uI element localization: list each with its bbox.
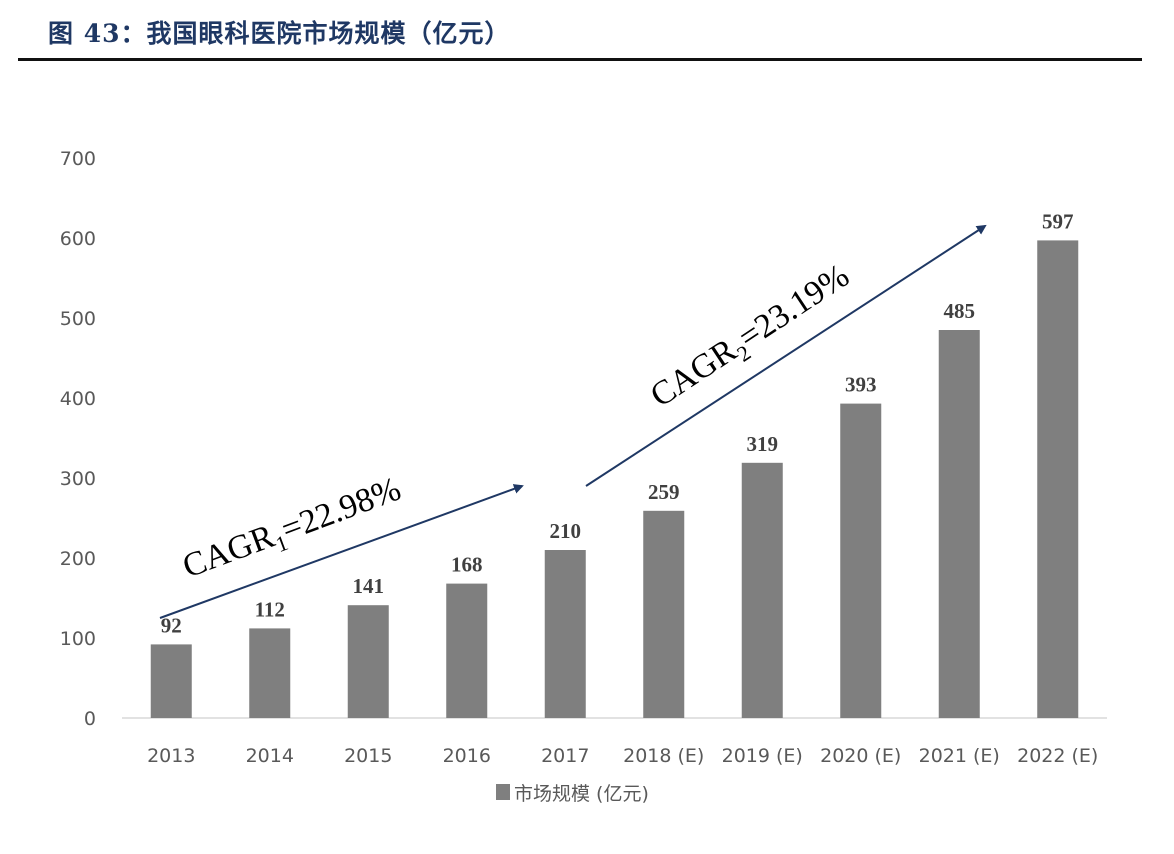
bar bbox=[544, 550, 586, 718]
legend: 市场规模 (亿元) bbox=[496, 783, 649, 805]
x-tick-label: 2013 bbox=[147, 745, 195, 767]
data-label: 393 bbox=[845, 373, 877, 397]
figure-title: 图 43：我国眼科医院市场规模（亿元） bbox=[48, 19, 511, 48]
data-label: 112 bbox=[255, 597, 285, 621]
bar bbox=[1037, 240, 1079, 718]
data-label: 210 bbox=[550, 519, 582, 543]
cagr-label: CAGR1=22.98% bbox=[178, 470, 408, 590]
x-tick-label: 2022 (E) bbox=[1017, 745, 1098, 767]
data-label: 597 bbox=[1042, 209, 1074, 233]
x-tick-label: 2020 (E) bbox=[820, 745, 901, 767]
y-axis: 0 100 200 300 400 500 600 700 bbox=[60, 148, 96, 730]
y-tick-label: 300 bbox=[60, 468, 96, 490]
x-tick-label: 2017 bbox=[541, 745, 589, 767]
legend-swatch bbox=[496, 784, 510, 800]
x-tick-label: 2016 bbox=[443, 745, 491, 767]
data-label: 485 bbox=[944, 299, 976, 323]
cagr-prefix: CAGR bbox=[644, 332, 743, 415]
data-label: 259 bbox=[648, 480, 680, 504]
y-tick-label: 0 bbox=[84, 708, 96, 730]
bar bbox=[840, 403, 882, 718]
title-divider bbox=[18, 58, 1142, 61]
y-tick-label: 400 bbox=[60, 388, 96, 410]
bars bbox=[150, 240, 1079, 718]
cagr-value: =23.19% bbox=[732, 257, 856, 356]
x-tick-label: 2015 bbox=[344, 745, 392, 767]
bar bbox=[150, 644, 192, 718]
cagr-arrow bbox=[159, 484, 524, 619]
x-tick-label: 2018 (E) bbox=[623, 745, 704, 767]
cagr-label: CAGR2=23.19% bbox=[644, 257, 859, 419]
bar bbox=[643, 510, 685, 718]
cagr-prefix: CAGR bbox=[178, 518, 280, 586]
bar bbox=[249, 628, 291, 718]
y-tick-label: 600 bbox=[60, 228, 96, 250]
bar bbox=[938, 330, 980, 718]
data-label: 141 bbox=[353, 574, 385, 598]
cagr-value: =22.98% bbox=[277, 470, 406, 548]
bar bbox=[741, 462, 783, 718]
data-label: 168 bbox=[451, 553, 483, 577]
bar bbox=[347, 605, 389, 718]
data-label: 319 bbox=[747, 432, 779, 456]
y-tick-label: 500 bbox=[60, 308, 96, 330]
data-labels: 92 112 141 168 210 259 319 393 485 597 bbox=[161, 209, 1074, 637]
x-axis: 2013 2014 2015 2016 2017 2018 (E) 2019 (E) 2020… bbox=[147, 745, 1098, 767]
x-tick-label: 2021 (E) bbox=[919, 745, 1000, 767]
data-label: 92 bbox=[161, 613, 182, 637]
legend-label: 市场规模 (亿元) bbox=[514, 783, 649, 805]
bar bbox=[446, 583, 488, 718]
cagr-arrow bbox=[585, 224, 987, 487]
y-tick-label: 700 bbox=[60, 148, 96, 170]
x-tick-label: 2019 (E) bbox=[722, 745, 803, 767]
y-tick-label: 200 bbox=[60, 548, 96, 570]
x-tick-label: 2014 bbox=[246, 745, 294, 767]
y-tick-label: 100 bbox=[60, 628, 96, 650]
